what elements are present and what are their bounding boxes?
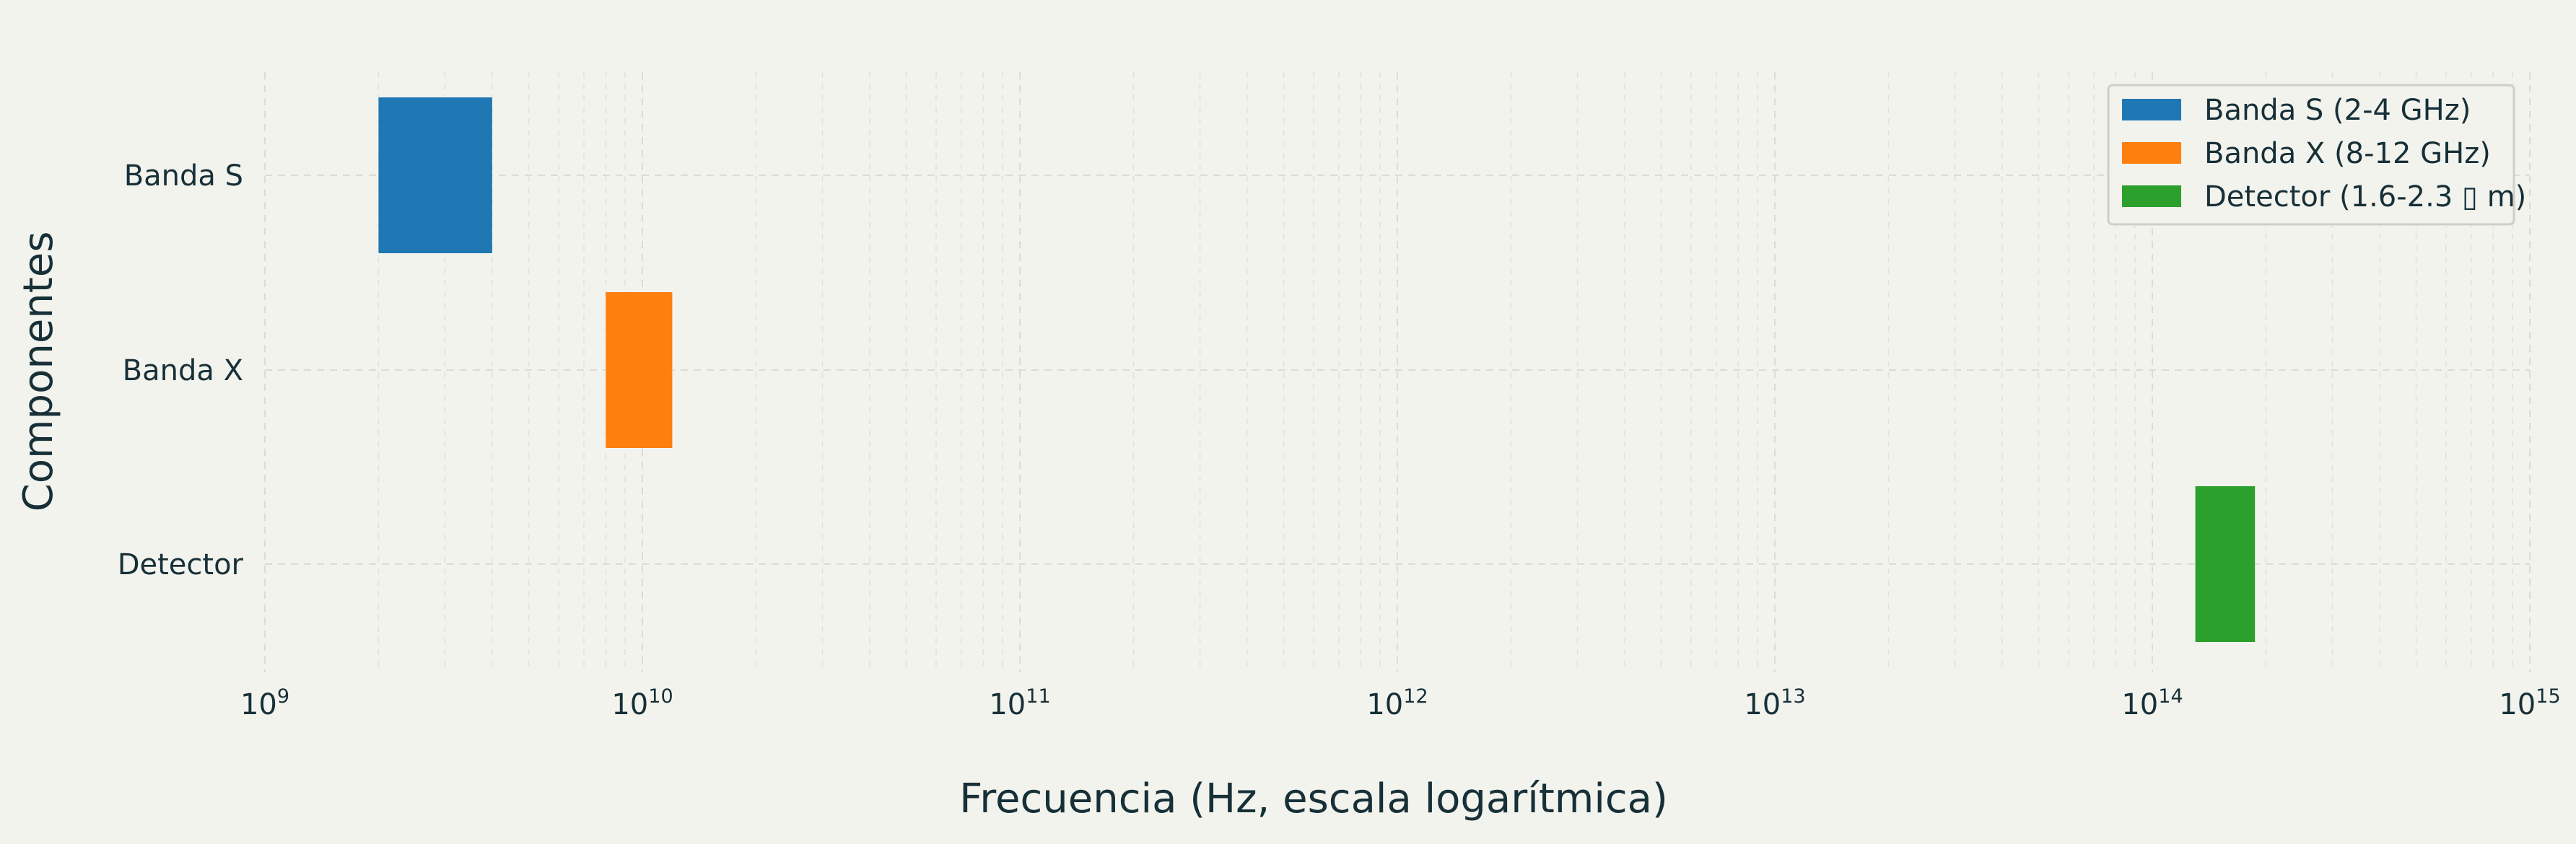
y-tick-label: Banda S: [124, 159, 243, 193]
legend-label: Detector (1.6-2.3 ▯ m): [2204, 180, 2526, 214]
x-tick-label: 1012: [1366, 685, 1428, 721]
y-tick-label: Detector: [118, 548, 244, 581]
y-tick-label: Banda X: [123, 354, 243, 387]
legend-swatch: [2122, 99, 2181, 120]
legend-frame: [2107, 84, 2515, 226]
bar-1: [378, 97, 492, 253]
bars: [378, 97, 2256, 642]
legend-swatch: [2122, 142, 2181, 164]
x-tick-label: 1013: [1744, 685, 1805, 721]
x-axis-label: Frecuencia (Hz, escala logarítmica): [959, 775, 1668, 822]
x-tick-label: 109: [240, 685, 289, 721]
legend-label: Banda X (8-12 GHz): [2204, 137, 2491, 170]
x-tick-label: 1011: [989, 685, 1050, 721]
bar-3: [2195, 486, 2256, 642]
x-tick-label: 1015: [2499, 685, 2560, 721]
legend-label: Banda S (2-4 GHz): [2204, 94, 2471, 127]
y-tick-labels: Banda S Banda X Detector: [118, 159, 244, 581]
x-tick-labels: 109 1010 1011 1012 1013 1014 1015: [240, 685, 2561, 721]
x-tick-label: 1014: [2121, 685, 2183, 721]
y-axis-label: Componentes: [15, 232, 62, 512]
bar-2: [606, 292, 673, 448]
x-tick-label: 1010: [611, 685, 673, 721]
legend-swatch: [2122, 185, 2181, 207]
legend: Banda S (2-4 GHz) Banda X (8-12 GHz) Detec…: [2107, 84, 2526, 226]
